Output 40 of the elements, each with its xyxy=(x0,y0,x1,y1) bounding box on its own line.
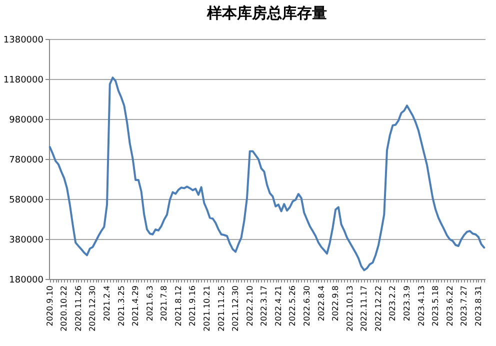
x-tick-label: 2023.6.22 xyxy=(445,286,454,326)
y-tick-label: 1180000 xyxy=(3,76,44,86)
x-tick-label: 2021.12.30 xyxy=(231,286,240,332)
x-tick-label: 2022.12.22 xyxy=(374,286,383,332)
x-tick-label: 2023.4.13 xyxy=(416,286,426,326)
x-tick-label: 2020.12.30 xyxy=(88,286,98,332)
chart-title: 样本库房总库存量 xyxy=(206,4,327,22)
y-tick-label: 980000 xyxy=(9,116,44,126)
x-tick-label: 2022.4.21 xyxy=(274,286,283,326)
x-tick-label: 2023.2.2 xyxy=(388,286,398,322)
x-tick-label: 2020.11.26 xyxy=(74,286,83,332)
x-tick-label: 2022.5.26 xyxy=(288,286,298,326)
x-tick-label: 2022.2.10 xyxy=(245,286,254,326)
x-tick-label: 2023.8.31 xyxy=(474,286,483,326)
x-tick-label: 2022.10.13 xyxy=(345,286,354,332)
x-tick-label: 2022.6.30 xyxy=(302,286,312,326)
y-tick-label: 780000 xyxy=(9,156,44,166)
x-tick-label: 2021.3.25 xyxy=(116,286,126,326)
x-tick-label: 2022.11.17 xyxy=(360,286,369,332)
y-tick-label: 580000 xyxy=(9,196,44,206)
x-tick-label: 2023.7.27 xyxy=(460,286,469,326)
x-tick-label: 2022.9.8 xyxy=(331,286,340,322)
x-tick-label: 2021.8.12 xyxy=(174,286,183,326)
x-tick-label: 2022.3.17 xyxy=(260,286,269,326)
y-tick-label: 1380000 xyxy=(3,36,44,46)
x-tick-label: 2021.9.16 xyxy=(188,286,198,326)
x-tick-label: 2021.4.29 xyxy=(131,286,140,326)
x-tick-label: 2021.2.4 xyxy=(102,286,112,322)
x-tick-label: 2021.10.21 xyxy=(202,286,212,332)
x-tick-label: 2023.3.9 xyxy=(402,286,412,322)
x-tick-label: 2022.8.4 xyxy=(316,286,326,322)
x-tick-label: 2021.7.8 xyxy=(160,286,169,322)
x-tick-label: 2021.6.3 xyxy=(145,286,154,322)
y-tick-label: 380000 xyxy=(9,236,44,246)
y-tick-label: 180000 xyxy=(9,276,44,286)
x-tick-label: 2020.9.10 xyxy=(45,286,54,326)
x-tick-label: 2020.10.22 xyxy=(60,286,69,332)
line-series xyxy=(48,76,486,272)
x-tick-label: 2023.5.18 xyxy=(431,286,440,326)
x-tick-label: 2021.11.25 xyxy=(216,286,226,332)
